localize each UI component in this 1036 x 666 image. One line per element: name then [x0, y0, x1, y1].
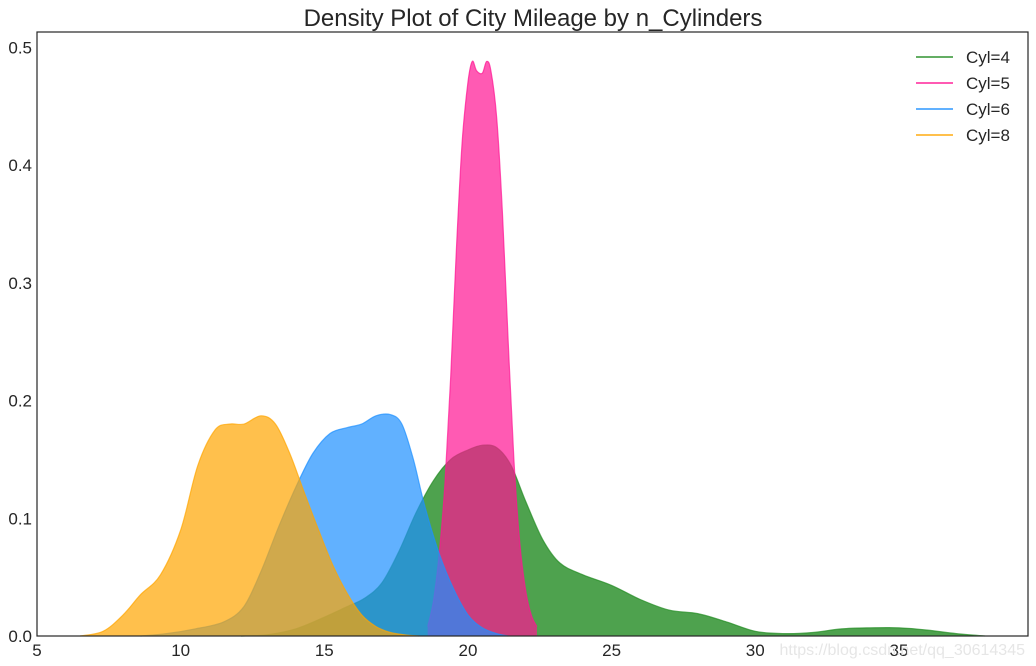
series-cyl-8: [79, 415, 420, 637]
x-tick-label: 15: [315, 641, 334, 660]
legend-label: Cyl=4: [966, 48, 1010, 67]
series-layer: [79, 60, 986, 637]
density-line: [79, 415, 420, 637]
legend-item: Cyl=5: [916, 74, 1010, 93]
chart-title: Density Plot of City Mileage by n_Cylind…: [304, 5, 763, 32]
legend-label: Cyl=6: [966, 100, 1010, 119]
legend: Cyl=4 Cyl=5 Cyl=6 Cyl=8: [916, 48, 1010, 145]
y-tick-label: 0.3: [8, 274, 32, 293]
series-cyl-5: [427, 60, 538, 636]
y-axis: 0.0 0.1 0.2 0.3 0.4 0.5: [8, 38, 32, 646]
legend-item: Cyl=4: [916, 48, 1010, 67]
y-tick-label: 0.5: [8, 38, 32, 57]
x-tick-label: 10: [171, 641, 190, 660]
watermark: https://blog.csdn.net/qq_30614345: [779, 642, 1025, 659]
plot-frame: [36, 31, 1029, 637]
y-tick-label: 0.2: [8, 392, 32, 411]
legend-item: Cyl=8: [916, 126, 1010, 145]
y-tick-label: 0.1: [8, 509, 32, 528]
legend-label: Cyl=8: [966, 126, 1010, 145]
density-area: [427, 61, 537, 636]
density-area: [140, 413, 509, 636]
x-tick-label: 30: [746, 641, 765, 660]
x-tick-label: 35: [889, 641, 908, 660]
y-tick-label: 0.4: [8, 156, 32, 175]
x-tick-label: 20: [458, 641, 477, 660]
x-tick-label: 25: [602, 641, 621, 660]
density-line: [427, 60, 538, 627]
legend-item: Cyl=6: [916, 100, 1010, 119]
y-tick-label: 0.0: [8, 627, 32, 646]
density-area: [80, 415, 420, 636]
legend-label: Cyl=5: [966, 74, 1010, 93]
x-axis: 5 10 15 20 25 30 35: [32, 641, 908, 660]
x-tick-label: 5: [32, 641, 41, 660]
